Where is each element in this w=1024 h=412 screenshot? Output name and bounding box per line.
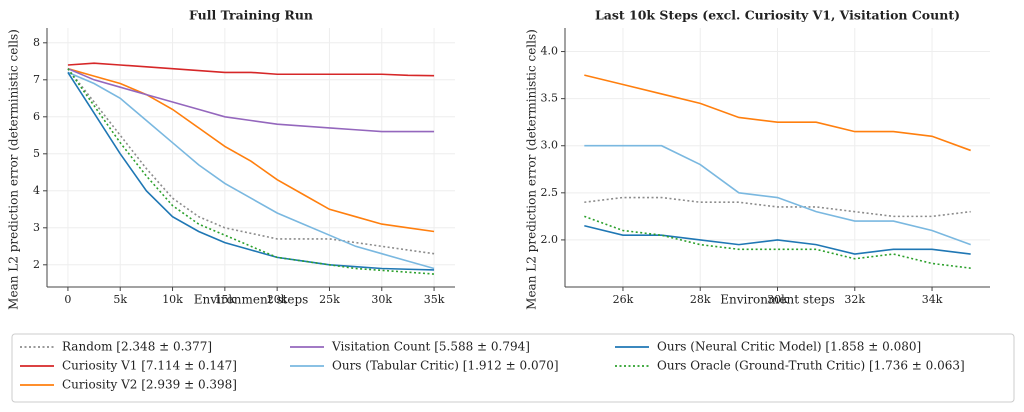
x-tick-label: 15k	[215, 293, 236, 306]
series-line	[67, 67, 435, 233]
series-line	[67, 62, 435, 77]
series-line	[67, 68, 435, 275]
y-tick-label: 4.0	[541, 45, 559, 58]
series-line	[584, 196, 971, 218]
series-line	[584, 144, 971, 246]
y-tick-label: 3.5	[541, 92, 559, 105]
x-tick-label: 25k	[319, 293, 340, 306]
y-tick-label: 2.0	[541, 233, 559, 246]
x-tick-label: 5k	[113, 293, 127, 306]
legend-label: Random [2.348 ± 0.377]	[62, 340, 212, 354]
legend-box	[11, 333, 1015, 403]
series-line	[67, 71, 435, 271]
y-tick-label: 3	[33, 221, 40, 234]
x-tick-label: 30k	[371, 293, 392, 306]
series-line	[67, 71, 435, 270]
x-tick-label: 32k	[844, 293, 865, 306]
x-axis-label: Environment steps	[194, 293, 309, 307]
y-axis-label: Mean L2 prediction error (deterministic …	[7, 29, 21, 310]
x-tick-label: 20k	[267, 293, 288, 306]
y-tick-label: 4	[33, 184, 40, 197]
y-tick-label: 2.5	[541, 186, 559, 199]
y-tick-label: 6	[33, 110, 40, 123]
x-tick-label: 34k	[922, 293, 943, 306]
x-tick-label: 28k	[690, 293, 711, 306]
series-line	[67, 68, 435, 255]
x-tick-label: 10k	[162, 293, 183, 306]
y-axis-label: Mean L2 prediction error (deterministic …	[525, 29, 539, 310]
legend-label: Ours Oracle (Ground-Truth Critic) [1.736…	[657, 359, 965, 373]
legend-label: Curiosity V1 [7.114 ± 0.147]	[62, 359, 237, 373]
y-tick-label: 5	[33, 147, 40, 160]
x-axis-label: Environment steps	[720, 293, 835, 307]
chart-title: Full Training Run	[189, 8, 313, 23]
chart-title: Last 10k Steps (excl. Curiosity V1, Visi…	[595, 8, 960, 23]
series-line	[67, 67, 435, 133]
x-tick-label: 26k	[613, 293, 634, 306]
y-tick-label: 7	[33, 73, 40, 86]
legend-label: Curiosity V2 [2.939 ± 0.398]	[62, 378, 237, 392]
x-tick-label: 30k	[767, 293, 788, 306]
x-tick-label: 0	[64, 293, 71, 306]
legend-label: Visitation Count [5.588 ± 0.794]	[331, 340, 530, 354]
y-tick-label: 2	[33, 258, 40, 271]
y-tick-label: 3.0	[541, 139, 559, 152]
legend-label: Ours (Tabular Critic) [1.912 ± 0.070]	[332, 359, 559, 373]
x-tick-label: 35k	[424, 293, 445, 306]
series-line	[584, 74, 971, 152]
legend-label: Ours (Neural Critic Model) [1.858 ± 0.08…	[657, 340, 921, 354]
series-line	[584, 225, 971, 255]
y-tick-label: 8	[33, 36, 40, 49]
